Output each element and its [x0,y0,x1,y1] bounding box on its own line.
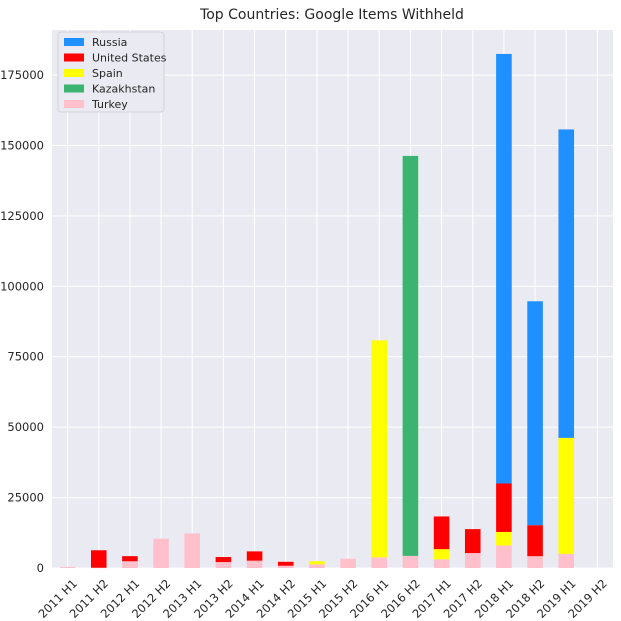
bar-segment-united-states [433,516,450,550]
legend-label: United States [92,52,167,65]
legend-swatch [64,84,84,93]
bar-segment-turkey [59,566,76,568]
y-tick-label: 0 [37,561,44,575]
bar-segment-turkey [309,564,325,568]
legend-swatch [64,100,84,108]
bar-segment-turkey [215,562,232,568]
bar-segment-united-states [122,556,138,562]
bar-segment-turkey [340,558,356,568]
bar-segment-russia [496,53,512,484]
bar-segment-spain [371,340,388,558]
legend-label: Russia [92,36,127,49]
legend-swatch [64,53,84,62]
bar-segment-turkey [496,545,512,568]
bar-segment-united-states [90,550,107,568]
bar-segment-spain [558,437,575,554]
bars [59,53,575,569]
legend: Russia United States Spain Kazakhstan Turkey [57,31,167,113]
bar-segment-kazakhstan [402,155,419,556]
chart-title: Top Countries: Google Items Withheld [199,7,464,23]
bar-segment-united-states [496,483,512,532]
bar-segment-turkey [122,561,138,568]
bar-segment-turkey [527,556,543,568]
bar-segment-turkey [433,559,450,568]
legend-label: Turkey [91,98,128,111]
bar-segment-spain [309,561,325,565]
bar-segment-united-states [215,557,232,563]
bar-segment-united-states [464,529,481,554]
y-tick-label: 175000 [0,68,44,82]
bar-segment-turkey [371,557,388,568]
bar-segment-turkey [402,555,419,568]
y-tick-label: 100000 [0,279,44,293]
bar-segment-united-states [527,525,543,557]
bar-segment-turkey [558,553,575,568]
bar-segment-spain [496,531,512,546]
bar-segment-russia [527,301,543,526]
bar-segment-russia [558,129,575,438]
legend-swatch [64,38,84,46]
y-tick-label: 75000 [7,350,44,364]
y-tick-label: 125000 [0,209,44,223]
legend-label: Kazakhstan [92,83,155,96]
legend-box [57,31,165,113]
bar-segment-turkey [153,538,169,568]
y-tick-label: 50000 [7,420,44,434]
bar-segment-turkey [90,567,107,569]
legend-swatch [64,69,84,77]
bar-segment-turkey [277,565,294,568]
legend-label: Spain [92,67,123,80]
y-axis-ticks: 0 25000 50000 75000 100000 125000 150000 175000 [0,68,44,575]
bar-segment-spain [433,549,450,560]
bar-segment-united-states [246,551,263,561]
plot-area [52,30,613,568]
y-tick-label: 150000 [0,138,44,152]
y-tick-label: 25000 [7,491,44,505]
bar-segment-turkey [184,533,201,568]
bar-segment-turkey [464,553,481,568]
bar-segment-turkey [246,560,263,568]
bar-segment-united-states [277,561,294,566]
